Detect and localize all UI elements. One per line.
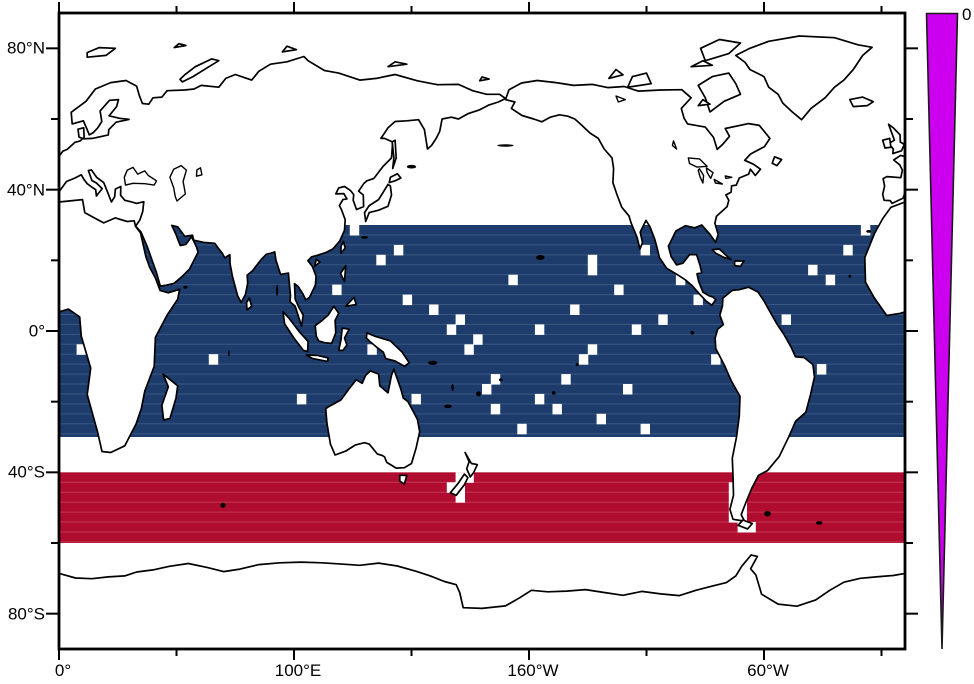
y-tick-label: 80°S [7, 604, 45, 624]
y-tick-label: 40°S [7, 462, 45, 482]
x-tick-label: 160°W [507, 661, 559, 680]
x-tick-label: 100°E [274, 661, 322, 680]
y-tick-label: 80°N [7, 38, 45, 58]
y-tick-label: 0° [28, 321, 45, 341]
x-tick-label: 0° [54, 661, 72, 680]
colorbar-max-label: 0 [962, 5, 972, 24]
y-tick-label: 40°N [7, 180, 45, 200]
x-tick-label: 60°W [747, 661, 789, 680]
